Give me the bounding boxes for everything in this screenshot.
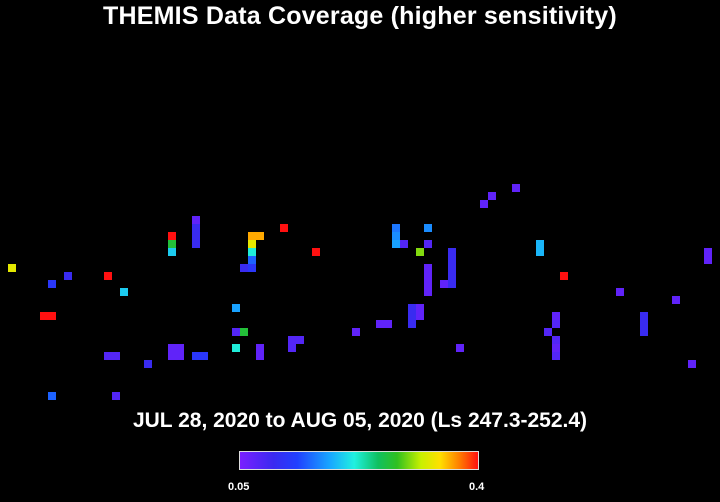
coverage-cell	[480, 200, 488, 208]
coverage-cell	[248, 248, 256, 256]
coverage-cell	[424, 240, 432, 248]
coverage-cell	[288, 336, 296, 344]
coverage-cell	[408, 320, 416, 328]
coverage-cell	[192, 240, 200, 248]
coverage-cell	[640, 312, 648, 320]
coverage-cell	[232, 304, 240, 312]
coverage-cell	[424, 280, 432, 288]
coverage-cell	[288, 344, 296, 352]
coverage-cell	[400, 240, 408, 248]
coverage-cell	[112, 352, 120, 360]
coverage-cell	[376, 320, 384, 328]
coverage-cell	[416, 248, 424, 256]
coverage-cell	[544, 328, 552, 336]
coverage-cell	[408, 312, 416, 320]
coverage-cell	[440, 280, 448, 288]
coverage-cell	[256, 352, 264, 360]
coverage-cell	[408, 304, 416, 312]
coverage-cells	[8, 184, 712, 400]
coverage-cell	[168, 240, 176, 248]
coverage-cell	[424, 288, 432, 296]
coverage-cell	[112, 392, 120, 400]
colorbar-max-label: 0.4	[469, 481, 485, 493]
coverage-cell	[640, 328, 648, 336]
coverage-cell	[560, 272, 568, 280]
coverage-cell	[168, 248, 176, 256]
coverage-cell	[248, 264, 256, 272]
coverage-cell	[176, 344, 184, 352]
coverage-cell	[536, 248, 544, 256]
coverage-cell	[240, 328, 248, 336]
coverage-cell	[456, 344, 464, 352]
coverage-cell	[256, 232, 264, 240]
coverage-cell	[392, 224, 400, 232]
coverage-cell	[384, 320, 392, 328]
coverage-cell	[144, 360, 152, 368]
coverage-cell	[640, 320, 648, 328]
coverage-cell	[616, 288, 624, 296]
date-range-label: JUL 28, 2020 to AUG 05, 2020 (Ls 247.3-2…	[132, 409, 588, 432]
coverage-cell	[232, 344, 240, 352]
coverage-cell	[176, 352, 184, 360]
coverage-map	[8, 184, 712, 400]
coverage-cell	[552, 352, 560, 360]
coverage-cell	[704, 248, 712, 256]
coverage-cell	[552, 336, 560, 344]
coverage-cell	[232, 328, 240, 336]
coverage-cell	[448, 248, 456, 256]
map-title: THEMIS Data Coverage (higher sensitivity…	[103, 2, 617, 30]
coverage-cell	[64, 272, 72, 280]
coverage-cell	[256, 344, 264, 352]
coverage-cell	[352, 328, 360, 336]
coverage-cell	[104, 272, 112, 280]
coverage-cell	[192, 352, 200, 360]
coverage-cell	[488, 192, 496, 200]
coverage-cell	[512, 184, 520, 192]
coverage-cell	[448, 256, 456, 264]
coverage-cell	[552, 344, 560, 352]
coverage-cell	[248, 232, 256, 240]
coverage-cell	[8, 264, 16, 272]
coverage-cell	[168, 352, 176, 360]
coverage-cell	[200, 352, 208, 360]
coverage-cell	[120, 288, 128, 296]
coverage-cell	[552, 320, 560, 328]
coverage-cell	[192, 224, 200, 232]
colorbar	[239, 451, 479, 470]
coverage-cell	[48, 312, 56, 320]
coverage-cell	[240, 264, 248, 272]
coverage-cell	[448, 272, 456, 280]
coverage-cell	[296, 336, 304, 344]
coverage-cell	[192, 232, 200, 240]
coverage-cell	[392, 232, 400, 240]
coverage-cell	[248, 256, 256, 264]
coverage-cell	[280, 224, 288, 232]
coverage-cell	[392, 240, 400, 248]
coverage-cell	[424, 264, 432, 272]
coverage-cell	[448, 280, 456, 288]
coverage-cell	[48, 280, 56, 288]
coverage-cell	[168, 232, 176, 240]
coverage-cell	[416, 312, 424, 320]
colorbar-min-label: 0.05	[228, 481, 250, 493]
coverage-cell	[312, 248, 320, 256]
coverage-cell	[424, 224, 432, 232]
coverage-cell	[536, 240, 544, 248]
coverage-cell	[552, 312, 560, 320]
coverage-cell	[704, 256, 712, 264]
coverage-cell	[688, 360, 696, 368]
coverage-cell	[40, 312, 48, 320]
coverage-cell	[416, 304, 424, 312]
coverage-cell	[192, 216, 200, 224]
coverage-cell	[424, 272, 432, 280]
coverage-cell	[448, 264, 456, 272]
coverage-cell	[48, 392, 56, 400]
coverage-cell	[168, 344, 176, 352]
coverage-cell	[672, 296, 680, 304]
coverage-cell	[248, 240, 256, 248]
coverage-cell	[104, 352, 112, 360]
